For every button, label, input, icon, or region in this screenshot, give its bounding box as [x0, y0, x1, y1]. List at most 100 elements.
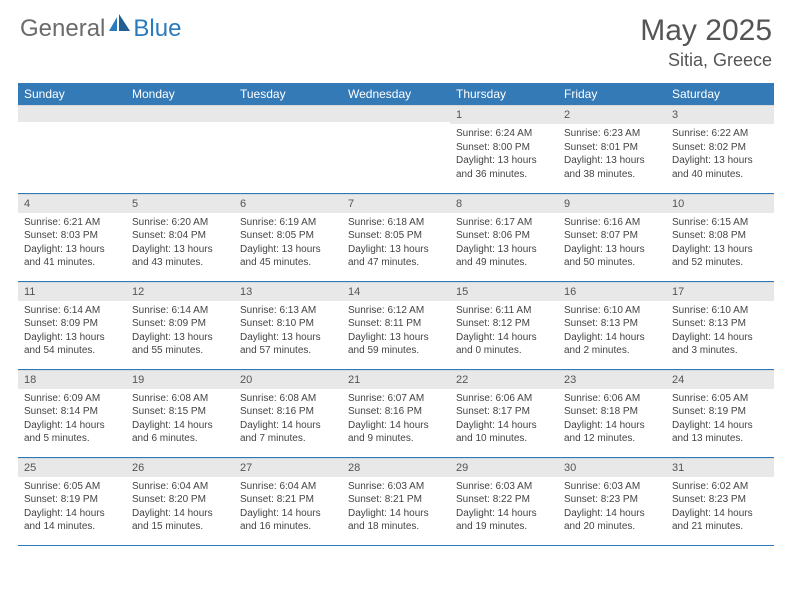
day-content: Sunrise: 6:06 AMSunset: 8:18 PMDaylight:… — [558, 389, 666, 450]
calendar-cell: 22Sunrise: 6:06 AMSunset: 8:17 PMDayligh… — [450, 369, 558, 457]
calendar-cell: 30Sunrise: 6:03 AMSunset: 8:23 PMDayligh… — [558, 457, 666, 545]
day-number: 9 — [558, 194, 666, 213]
sunset-text: Sunset: 8:01 PM — [564, 141, 660, 155]
day-number — [234, 105, 342, 122]
day-number: 11 — [18, 282, 126, 301]
header: General Blue May 2025 Sitia, Greece — [0, 0, 792, 77]
calendar-cell: 28Sunrise: 6:03 AMSunset: 8:21 PMDayligh… — [342, 457, 450, 545]
daylight-text: Daylight: 13 hours and 38 minutes. — [564, 154, 660, 181]
day-content: Sunrise: 6:22 AMSunset: 8:02 PMDaylight:… — [666, 124, 774, 185]
daylight-text: Daylight: 14 hours and 18 minutes. — [348, 507, 444, 534]
day-content — [126, 122, 234, 182]
day-content: Sunrise: 6:16 AMSunset: 8:07 PMDaylight:… — [558, 213, 666, 274]
sunset-text: Sunset: 8:06 PM — [456, 229, 552, 243]
day-content: Sunrise: 6:04 AMSunset: 8:20 PMDaylight:… — [126, 477, 234, 538]
day-content: Sunrise: 6:03 AMSunset: 8:23 PMDaylight:… — [558, 477, 666, 538]
calendar-cell: 5Sunrise: 6:20 AMSunset: 8:04 PMDaylight… — [126, 193, 234, 281]
daylight-text: Daylight: 14 hours and 7 minutes. — [240, 419, 336, 446]
calendar-cell: 7Sunrise: 6:18 AMSunset: 8:05 PMDaylight… — [342, 193, 450, 281]
sunrise-text: Sunrise: 6:20 AM — [132, 216, 228, 230]
daylight-text: Daylight: 14 hours and 12 minutes. — [564, 419, 660, 446]
sunset-text: Sunset: 8:05 PM — [348, 229, 444, 243]
sunset-text: Sunset: 8:13 PM — [564, 317, 660, 331]
day-number: 1 — [450, 105, 558, 124]
day-number: 17 — [666, 282, 774, 301]
daylight-text: Daylight: 13 hours and 50 minutes. — [564, 243, 660, 270]
day-content: Sunrise: 6:20 AMSunset: 8:04 PMDaylight:… — [126, 213, 234, 274]
day-content: Sunrise: 6:24 AMSunset: 8:00 PMDaylight:… — [450, 124, 558, 185]
sunrise-text: Sunrise: 6:16 AM — [564, 216, 660, 230]
calendar-row: 25Sunrise: 6:05 AMSunset: 8:19 PMDayligh… — [18, 457, 774, 545]
sunrise-text: Sunrise: 6:08 AM — [132, 392, 228, 406]
calendar-cell: 27Sunrise: 6:04 AMSunset: 8:21 PMDayligh… — [234, 457, 342, 545]
day-number: 14 — [342, 282, 450, 301]
sunset-text: Sunset: 8:16 PM — [240, 405, 336, 419]
calendar-cell — [126, 105, 234, 193]
daylight-text: Daylight: 13 hours and 43 minutes. — [132, 243, 228, 270]
sunrise-text: Sunrise: 6:22 AM — [672, 127, 768, 141]
day-number: 29 — [450, 458, 558, 477]
sunrise-text: Sunrise: 6:05 AM — [672, 392, 768, 406]
sunset-text: Sunset: 8:04 PM — [132, 229, 228, 243]
daylight-text: Daylight: 14 hours and 21 minutes. — [672, 507, 768, 534]
calendar-cell: 8Sunrise: 6:17 AMSunset: 8:06 PMDaylight… — [450, 193, 558, 281]
day-number: 27 — [234, 458, 342, 477]
sunrise-text: Sunrise: 6:17 AM — [456, 216, 552, 230]
day-number: 2 — [558, 105, 666, 124]
day-content: Sunrise: 6:23 AMSunset: 8:01 PMDaylight:… — [558, 124, 666, 185]
day-header-row: Sunday Monday Tuesday Wednesday Thursday… — [18, 83, 774, 105]
sunset-text: Sunset: 8:08 PM — [672, 229, 768, 243]
day-number: 19 — [126, 370, 234, 389]
daylight-text: Daylight: 13 hours and 36 minutes. — [456, 154, 552, 181]
sunrise-text: Sunrise: 6:06 AM — [564, 392, 660, 406]
sunrise-text: Sunrise: 6:03 AM — [564, 480, 660, 494]
day-content: Sunrise: 6:13 AMSunset: 8:10 PMDaylight:… — [234, 301, 342, 362]
day-number: 21 — [342, 370, 450, 389]
sunset-text: Sunset: 8:09 PM — [24, 317, 120, 331]
day-content: Sunrise: 6:10 AMSunset: 8:13 PMDaylight:… — [558, 301, 666, 362]
calendar-cell: 25Sunrise: 6:05 AMSunset: 8:19 PMDayligh… — [18, 457, 126, 545]
calendar-cell: 15Sunrise: 6:11 AMSunset: 8:12 PMDayligh… — [450, 281, 558, 369]
day-content: Sunrise: 6:03 AMSunset: 8:22 PMDaylight:… — [450, 477, 558, 538]
calendar-row: 11Sunrise: 6:14 AMSunset: 8:09 PMDayligh… — [18, 281, 774, 369]
brand-text-blue: Blue — [133, 15, 181, 43]
calendar-cell: 17Sunrise: 6:10 AMSunset: 8:13 PMDayligh… — [666, 281, 774, 369]
sunset-text: Sunset: 8:00 PM — [456, 141, 552, 155]
sunset-text: Sunset: 8:20 PM — [132, 493, 228, 507]
daylight-text: Daylight: 13 hours and 54 minutes. — [24, 331, 120, 358]
day-content: Sunrise: 6:14 AMSunset: 8:09 PMDaylight:… — [18, 301, 126, 362]
sunrise-text: Sunrise: 6:18 AM — [348, 216, 444, 230]
sunrise-text: Sunrise: 6:04 AM — [240, 480, 336, 494]
day-number: 12 — [126, 282, 234, 301]
sunset-text: Sunset: 8:15 PM — [132, 405, 228, 419]
calendar-cell: 29Sunrise: 6:03 AMSunset: 8:22 PMDayligh… — [450, 457, 558, 545]
day-content: Sunrise: 6:12 AMSunset: 8:11 PMDaylight:… — [342, 301, 450, 362]
sunset-text: Sunset: 8:22 PM — [456, 493, 552, 507]
sunset-text: Sunset: 8:21 PM — [348, 493, 444, 507]
day-number: 16 — [558, 282, 666, 301]
calendar-cell: 24Sunrise: 6:05 AMSunset: 8:19 PMDayligh… — [666, 369, 774, 457]
day-header: Thursday — [450, 83, 558, 105]
daylight-text: Daylight: 13 hours and 45 minutes. — [240, 243, 336, 270]
day-header: Wednesday — [342, 83, 450, 105]
calendar-cell — [342, 105, 450, 193]
calendar-cell: 31Sunrise: 6:02 AMSunset: 8:23 PMDayligh… — [666, 457, 774, 545]
calendar-cell: 20Sunrise: 6:08 AMSunset: 8:16 PMDayligh… — [234, 369, 342, 457]
daylight-text: Daylight: 14 hours and 3 minutes. — [672, 331, 768, 358]
brand-sail-icon — [109, 14, 131, 37]
daylight-text: Daylight: 13 hours and 40 minutes. — [672, 154, 768, 181]
day-number: 8 — [450, 194, 558, 213]
day-number: 18 — [18, 370, 126, 389]
calendar-cell: 26Sunrise: 6:04 AMSunset: 8:20 PMDayligh… — [126, 457, 234, 545]
calendar-cell: 11Sunrise: 6:14 AMSunset: 8:09 PMDayligh… — [18, 281, 126, 369]
sunrise-text: Sunrise: 6:23 AM — [564, 127, 660, 141]
day-header: Sunday — [18, 83, 126, 105]
daylight-text: Daylight: 14 hours and 15 minutes. — [132, 507, 228, 534]
sunset-text: Sunset: 8:14 PM — [24, 405, 120, 419]
daylight-text: Daylight: 13 hours and 55 minutes. — [132, 331, 228, 358]
daylight-text: Daylight: 13 hours and 41 minutes. — [24, 243, 120, 270]
daylight-text: Daylight: 13 hours and 59 minutes. — [348, 331, 444, 358]
day-content: Sunrise: 6:17 AMSunset: 8:06 PMDaylight:… — [450, 213, 558, 274]
day-content: Sunrise: 6:05 AMSunset: 8:19 PMDaylight:… — [666, 389, 774, 450]
calendar-cell — [234, 105, 342, 193]
